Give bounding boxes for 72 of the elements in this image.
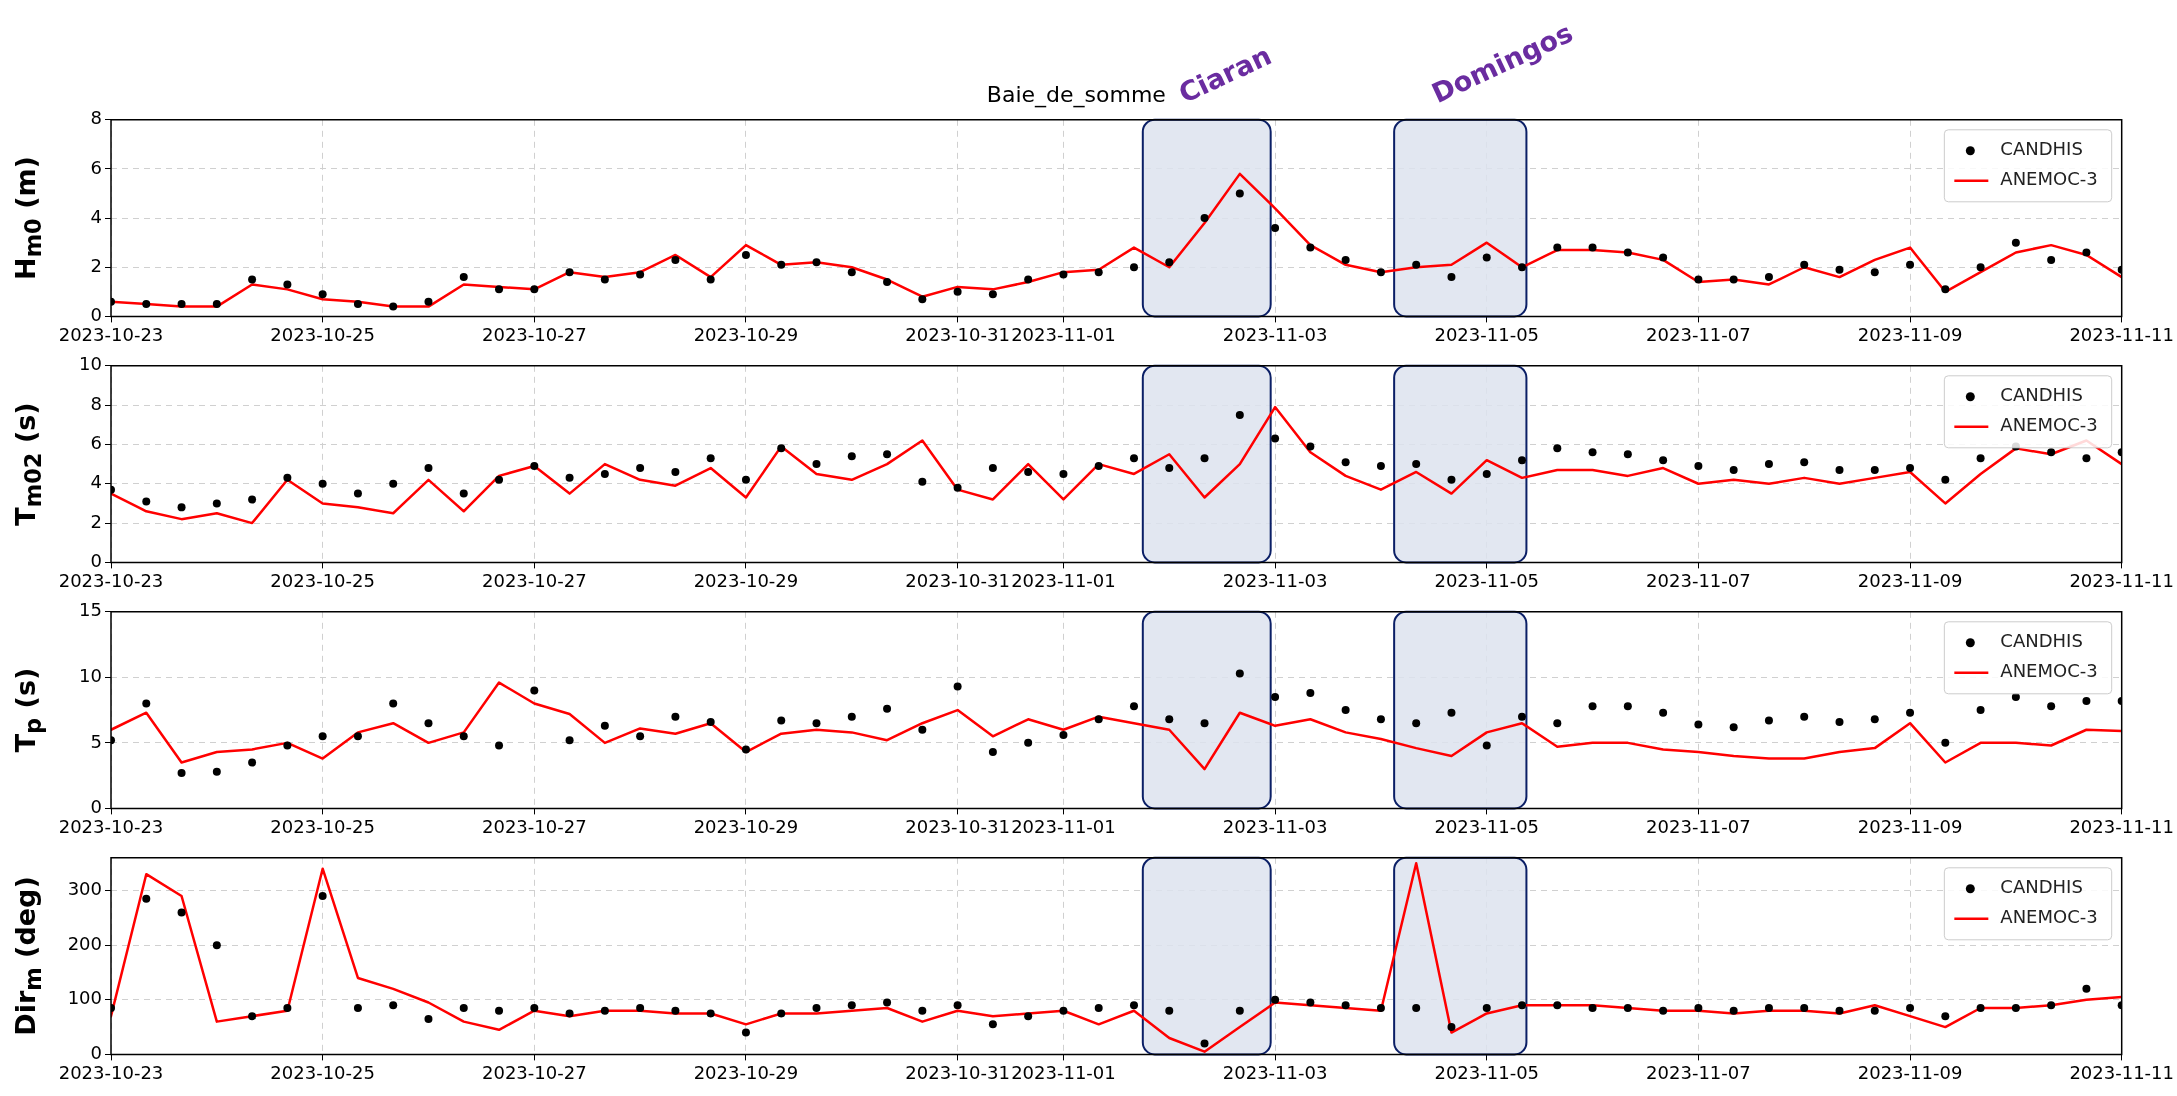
legend-label: CANDHIS bbox=[2000, 138, 2083, 160]
x-tick-label: 2023-10-27 bbox=[482, 1061, 587, 1083]
x-tick-label: 2023-10-27 bbox=[482, 569, 587, 591]
y-tick-label: 10 bbox=[79, 665, 102, 687]
x-tick-label: 2023-10-23 bbox=[58, 323, 164, 345]
x-tick-label: 2023-10-23 bbox=[58, 1061, 164, 1083]
legend-label: ANEMOC-3 bbox=[2000, 906, 2098, 928]
x-tick-label: 2023-10-31 bbox=[905, 815, 1010, 837]
x-tick-label: 2023-11-11 bbox=[2069, 815, 2174, 837]
x-tick-label: 2023-10-25 bbox=[270, 323, 375, 345]
x-tick-label: 2023-11-07 bbox=[1646, 1061, 1751, 1083]
x-tick-label: 2023-11-09 bbox=[1857, 815, 1963, 837]
y-tick-label: 8 bbox=[90, 107, 102, 129]
x-tick-label: 2023-11-07 bbox=[1646, 323, 1751, 345]
legend-label: ANEMOC-3 bbox=[2000, 660, 2098, 682]
x-tick-label: 2023-10-23 bbox=[58, 569, 164, 591]
y-tick-label: 0 bbox=[90, 304, 102, 326]
x-tick-label: 2023-11-09 bbox=[1857, 323, 1963, 345]
x-tick-label: 2023-10-29 bbox=[693, 569, 799, 591]
x-tick-label: 2023-10-25 bbox=[270, 1061, 375, 1083]
legend-label: CANDHIS bbox=[2000, 876, 2083, 898]
x-tick-label: 2023-11-01 bbox=[1011, 1061, 1116, 1083]
x-tick-label: 2023-10-29 bbox=[693, 323, 799, 345]
y-tick-label: 200 bbox=[67, 932, 102, 954]
x-tick-label: 2023-11-07 bbox=[1646, 569, 1751, 591]
legend-label: ANEMOC-3 bbox=[2000, 168, 2098, 190]
x-tick-label: 2023-11-03 bbox=[1222, 1061, 1328, 1083]
x-tick-label: 2023-11-11 bbox=[2069, 569, 2174, 591]
y-tick-label: 6 bbox=[90, 432, 102, 454]
x-tick-label: 2023-10-23 bbox=[58, 815, 164, 837]
x-tick-label: 2023-11-05 bbox=[1434, 569, 1540, 591]
x-tick-label: 2023-10-31 bbox=[905, 569, 1010, 591]
x-tick-label: 2023-11-05 bbox=[1434, 1061, 1540, 1083]
x-tick-label: 2023-10-27 bbox=[482, 323, 587, 345]
x-tick-label: 2023-11-11 bbox=[2069, 323, 2174, 345]
x-tick-label: 2023-11-07 bbox=[1646, 815, 1751, 837]
y-tick-label: 0 bbox=[90, 1042, 102, 1064]
y-tick-label: 6 bbox=[90, 156, 102, 178]
x-tick-label: 2023-10-31 bbox=[905, 1061, 1010, 1083]
x-tick-label: 2023-11-05 bbox=[1434, 323, 1540, 345]
y-tick-label: 4 bbox=[90, 205, 102, 227]
y-tick-label: 2 bbox=[90, 510, 102, 532]
y-tick-label: 0 bbox=[90, 796, 102, 818]
legend-label: ANEMOC-3 bbox=[2000, 414, 2098, 436]
x-tick-label: 2023-10-29 bbox=[693, 1061, 799, 1083]
x-tick-label: 2023-11-03 bbox=[1222, 323, 1328, 345]
y-tick-label: 4 bbox=[90, 471, 102, 493]
x-tick-label: 2023-11-05 bbox=[1434, 815, 1540, 837]
chart-title: Baie_de_somme bbox=[986, 81, 1166, 107]
x-tick-label: 2023-11-03 bbox=[1222, 569, 1328, 591]
x-tick-label: 2023-11-03 bbox=[1222, 815, 1328, 837]
x-tick-label: 2023-10-29 bbox=[693, 815, 799, 837]
x-tick-label: 2023-11-09 bbox=[1857, 569, 1963, 591]
y-tick-label: 15 bbox=[79, 599, 102, 621]
x-tick-label: 2023-11-01 bbox=[1011, 815, 1116, 837]
x-tick-label: 2023-11-01 bbox=[1011, 323, 1116, 345]
y-tick-label: 5 bbox=[90, 730, 102, 752]
x-tick-label: 2023-10-25 bbox=[270, 569, 375, 591]
x-tick-label: 2023-11-09 bbox=[1857, 1061, 1963, 1083]
legend-label: CANDHIS bbox=[2000, 630, 2083, 652]
y-tick-label: 300 bbox=[67, 878, 102, 900]
x-tick-label: 2023-11-11 bbox=[2069, 1061, 2174, 1083]
y-tick-label: 0 bbox=[90, 550, 102, 572]
x-tick-label: 2023-10-31 bbox=[905, 323, 1010, 345]
y-tick-label: 8 bbox=[90, 392, 102, 414]
x-tick-label: 2023-10-27 bbox=[482, 815, 587, 837]
y-tick-label: 10 bbox=[79, 353, 102, 375]
y-tick-label: 100 bbox=[67, 987, 102, 1009]
x-tick-label: 2023-10-25 bbox=[270, 815, 375, 837]
y-tick-label: 2 bbox=[90, 254, 102, 276]
legend-label: CANDHIS bbox=[2000, 384, 2083, 406]
x-tick-label: 2023-11-01 bbox=[1011, 569, 1116, 591]
